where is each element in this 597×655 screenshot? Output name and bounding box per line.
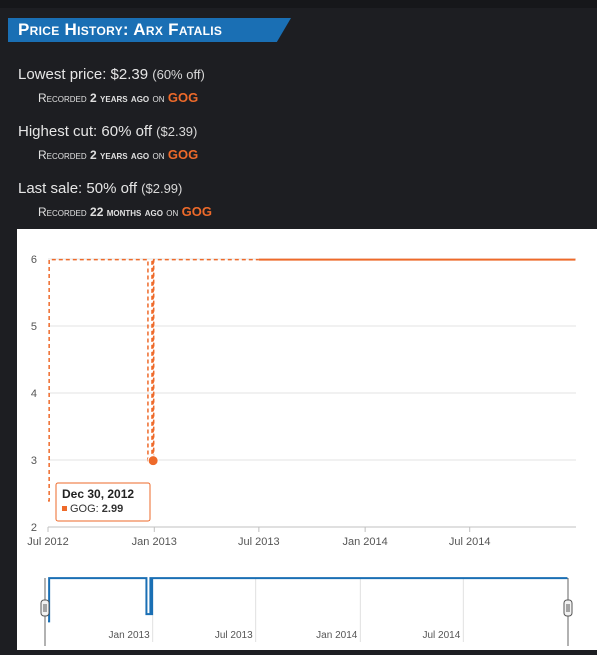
last-sale-label: Last sale: <box>18 180 83 197</box>
recorded-on: on <box>152 148 165 162</box>
y-tick-label: 6 <box>31 254 37 266</box>
last-sale-value: 50% off <box>86 180 137 197</box>
lowest-price-value: $2.39 <box>110 66 149 83</box>
recorded-on: on <box>166 205 179 219</box>
store-link-gog[interactable]: GOG <box>181 204 212 219</box>
page-title: Price History: Arx Fatalis <box>8 18 291 42</box>
y-axis: 2 3 4 5 6 <box>31 254 37 534</box>
series-line-dashed <box>48 258 259 502</box>
store-link-gog[interactable]: GOG <box>167 147 199 162</box>
tooltip-series-swatch <box>62 506 67 511</box>
x-tick-label: Jan 2013 <box>132 536 177 548</box>
highest-cut-label: Highest cut: <box>18 123 98 140</box>
x-tick-label: Jan 2014 <box>343 536 388 548</box>
highest-cut-recorded: Recorded 2 years ago on GOG <box>38 147 198 162</box>
x-tick-label: Jul 2014 <box>449 536 491 548</box>
last-sale-detail: ($2.99) <box>141 181 183 196</box>
y-tick-label: 2 <box>31 522 37 534</box>
highest-cut-value: 60% off <box>101 123 152 140</box>
highlight-marker <box>147 455 159 467</box>
top-bar <box>0 0 597 8</box>
range-navigator[interactable]: Jan 2013 Jul 2013 Jan 2014 Jul 2014 <box>40 577 573 646</box>
tooltip-box <box>55 482 151 522</box>
navigator-handle-left[interactable] <box>40 599 50 617</box>
recorded-time: 22 months ago <box>90 205 163 219</box>
y-tick-label: 5 <box>31 321 37 333</box>
last-sale-recorded: Recorded 22 months ago on GOG <box>38 204 212 219</box>
recorded-prefix: Recorded <box>38 91 87 105</box>
store-link-gog[interactable]: GOG <box>167 90 199 105</box>
chart-tooltip: Dec 30, 2012 GOG: 2.99 <box>55 482 151 522</box>
recorded-time: 2 years ago <box>90 148 150 162</box>
navigator-handle-right[interactable] <box>563 599 573 617</box>
tooltip-series-line: GOG: 2.99 <box>70 503 123 515</box>
navigator-tick-label: Jul 2013 <box>215 630 253 641</box>
highlight-point <box>147 455 159 467</box>
navigator-series <box>48 577 568 623</box>
lowest-price-recorded: Recorded 2 years ago on GOG <box>38 90 198 105</box>
series-gog <box>48 258 576 502</box>
y-tick-label: 4 <box>31 388 37 400</box>
tooltip-series-name: GOG <box>70 503 96 515</box>
recorded-prefix: Recorded <box>38 205 87 219</box>
y-tick-label: 3 <box>31 455 37 467</box>
navigator-background <box>48 578 568 626</box>
navigator-tick-label: Jan 2013 <box>109 630 151 641</box>
x-tick-label: Jul 2013 <box>238 536 280 548</box>
tooltip-series-value: 2.99 <box>102 503 123 515</box>
lowest-price-line: Lowest price: $2.39 (60% off) <box>18 66 205 83</box>
recorded-on: on <box>152 91 165 105</box>
highest-cut-line: Highest cut: 60% off ($2.39) <box>18 123 197 140</box>
lowest-price-label: Lowest price: <box>18 66 107 83</box>
x-tick-label: Jul 2012 <box>27 536 69 548</box>
last-sale-line: Last sale: 50% off ($2.99) <box>18 180 182 197</box>
x-axis: Jul 2012 Jan 2013 Jul 2013 Jan 2014 Jul 2014 <box>27 526 576 548</box>
recorded-prefix: Recorded <box>38 148 87 162</box>
lowest-price-detail: (60% off) <box>152 67 205 82</box>
recorded-time: 2 years ago <box>90 91 150 105</box>
navigator-tick-label: Jul 2014 <box>423 630 461 641</box>
navigator-tick-label: Jan 2014 <box>316 630 358 641</box>
series-line-solid <box>258 258 576 261</box>
tooltip-date: Dec 30, 2012 <box>62 487 134 501</box>
highest-cut-detail: ($2.39) <box>156 124 198 139</box>
